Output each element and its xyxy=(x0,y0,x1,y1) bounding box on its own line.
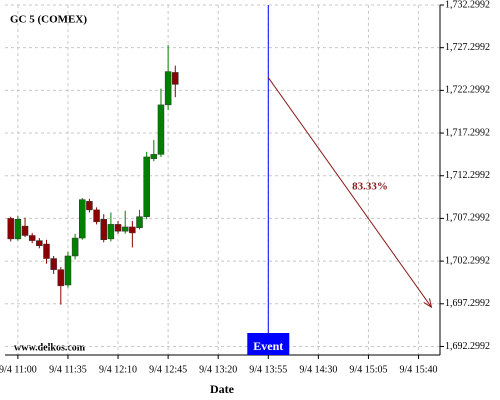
candle-body xyxy=(64,255,72,286)
y-tick-label: 1,707.2992 xyxy=(445,213,490,224)
x-tick-label: 9/4 15:40 xyxy=(400,364,438,375)
candle-body xyxy=(143,156,150,217)
x-tick-label: 9/4 12:10 xyxy=(99,364,137,375)
candle-body xyxy=(7,218,14,240)
x-tick-label: 9/4 11:35 xyxy=(49,364,87,375)
x-tick-label: 9/4 11:00 xyxy=(0,364,37,375)
candle-body xyxy=(150,154,158,159)
candle-body xyxy=(129,226,136,234)
candle-body xyxy=(107,224,115,240)
y-tick-label: 1,722.2992 xyxy=(445,85,490,96)
x-tick-label: 9/4 14:30 xyxy=(299,364,337,375)
event-label: Event xyxy=(253,339,283,353)
y-tick-label: 1,697.2992 xyxy=(445,298,490,309)
candle-body xyxy=(43,243,50,259)
candle-body xyxy=(71,237,79,257)
candle-body xyxy=(100,219,107,241)
candle-body xyxy=(164,71,172,106)
candle-body xyxy=(28,235,36,241)
y-tick-label: 1,712.2992 xyxy=(445,170,490,181)
event-box xyxy=(247,333,290,355)
candle-body xyxy=(157,104,165,155)
projection-arrow xyxy=(267,77,432,308)
arrow-label: 83.33% xyxy=(352,181,388,193)
y-tick-label: 1,732.2992 xyxy=(445,0,490,10)
candle-body xyxy=(14,219,22,240)
candle-body xyxy=(136,216,143,229)
y-tick-label: 1,702.2992 xyxy=(445,255,490,266)
x-tick-label: 9/4 13:55 xyxy=(249,364,287,375)
watermark: www.delkos.com xyxy=(14,342,86,353)
candle-body xyxy=(86,201,93,211)
candle-body xyxy=(79,199,86,239)
y-tick-label: 1,692.2992 xyxy=(445,341,490,352)
candle-body xyxy=(21,225,29,236)
y-tick-label: 1,727.2992 xyxy=(445,42,490,53)
x-tick-label: 9/4 13:20 xyxy=(199,364,237,375)
candle-body xyxy=(57,269,65,287)
candle-body xyxy=(36,240,43,246)
x-tick-label: 9/4 15:05 xyxy=(349,364,387,375)
chart-title: GC 5 (COMEX) xyxy=(10,14,87,26)
y-tick-label: 1,717.2992 xyxy=(445,127,490,138)
arrow-head xyxy=(423,298,433,309)
candle-body xyxy=(121,226,129,232)
candle-body xyxy=(172,72,179,85)
candle-body xyxy=(50,258,57,270)
x-axis-label: Date xyxy=(210,382,235,396)
x-tick-label: 9/4 12:45 xyxy=(149,364,187,375)
candle-body xyxy=(114,224,122,232)
candle-body xyxy=(93,209,100,223)
